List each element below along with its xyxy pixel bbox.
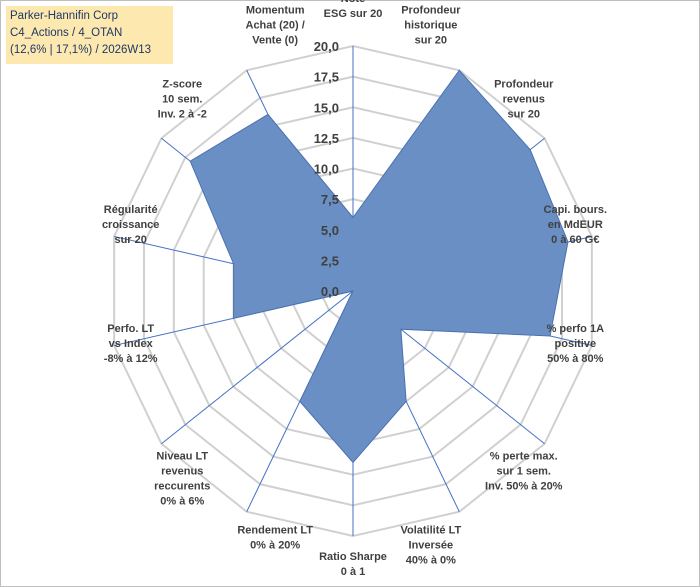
category-label-line: Z-score xyxy=(162,79,202,91)
tick-label: 15,0 xyxy=(314,100,339,115)
category-label-line: sur 20 xyxy=(415,34,447,46)
category-label-line: Vente (0) xyxy=(252,34,298,46)
category-label: Niveau LT revenus reccurents 0% à 6% xyxy=(154,450,210,507)
category-label: Perfo. LT vs Index -8% à 12% xyxy=(104,323,158,365)
radar-tick-labels: 0,0 2,5 5,0 7,5 10,0 12,5 15,0 17,5 20,0 xyxy=(314,39,339,299)
category-label-line: 0 à 60 G€ xyxy=(551,234,599,246)
tick-label: 17,5 xyxy=(314,70,339,85)
category-label: Volatilité LT Inversée 40% à 0% xyxy=(400,525,461,567)
category-label-line: Inv. 2 à -2 xyxy=(158,109,207,121)
category-label: Note ESG sur 20 xyxy=(324,0,383,20)
category-label: Z-score 10 sem. Inv. 2 à -2 xyxy=(158,79,207,121)
company-name: Parker-Hannifin Corp xyxy=(10,10,119,22)
category-label: Ratio Sharpe 0 à 1 xyxy=(319,551,387,578)
category-label-line: Volatilité LT xyxy=(400,525,461,537)
tick-label: 2,5 xyxy=(321,253,339,268)
category-label-line: positive xyxy=(555,338,597,350)
category-label-line: Perfo. LT xyxy=(107,323,154,335)
category-label-line: -8% à 12% xyxy=(104,353,158,365)
category-label-line: sur 20 xyxy=(114,234,146,246)
radar-series xyxy=(189,69,569,464)
category-label-line: 0% à 6% xyxy=(160,495,204,507)
tick-label: 10,0 xyxy=(314,162,339,177)
category-label-line: 0% à 20% xyxy=(250,540,300,552)
tick-label: 7,5 xyxy=(321,192,339,207)
category-label-line: Inv. 50% à 20% xyxy=(485,480,563,492)
category-label-line: 10 sem. xyxy=(162,94,202,106)
category-label-line: croissance xyxy=(102,219,159,231)
tick-label: 0,0 xyxy=(321,284,339,299)
tick-label: 5,0 xyxy=(321,223,339,238)
category-label-line: Capi. bours. xyxy=(544,204,608,216)
category-label-line: reccurents xyxy=(154,480,210,492)
category-label-line: 0 à 1 xyxy=(341,566,365,578)
category-label: Profondeur revenus sur 20 xyxy=(494,79,554,121)
category-label-line: Niveau LT xyxy=(156,450,208,462)
category-label-line: 50% à 80% xyxy=(547,353,603,365)
category-label-line: Achat (20) / xyxy=(246,19,305,31)
category-label-line: historique xyxy=(404,19,457,31)
category-label-line: Profondeur xyxy=(494,79,554,91)
category-label-line: 40% à 0% xyxy=(406,555,456,567)
category-label-line: Ratio Sharpe xyxy=(319,551,387,563)
category-label-line: sur 1 sem. xyxy=(497,465,551,477)
category-label: Régularité croissance sur 20 xyxy=(102,204,159,246)
portfolio-path: C4_Actions / 4_OTAN xyxy=(10,27,123,39)
category-label-line: Note xyxy=(341,0,365,5)
category-label: Profondeur historique sur 20 xyxy=(401,4,461,46)
category-label-line: % perte max. xyxy=(490,450,558,462)
axis-spoke xyxy=(161,290,354,445)
category-label: Capi. bours. en MdEUR 0 à 60 G€ xyxy=(544,204,608,246)
category-label-line: revenus xyxy=(503,94,545,106)
chart-title-box: Parker-Hannifin Corp C4_Actions / 4_OTAN… xyxy=(6,6,173,64)
category-label-line: Rendement LT xyxy=(237,525,313,537)
category-label: Rendement LT 0% à 20% xyxy=(237,525,313,552)
tick-label: 12,5 xyxy=(314,131,339,146)
category-label-line: Régularité xyxy=(104,204,158,216)
radar-category-labels: Note ESG sur 20 Profondeur historique sur 20… xyxy=(102,0,607,578)
tick-label: 20,0 xyxy=(314,39,339,54)
category-label-line: revenus xyxy=(161,465,203,477)
category-label-line: ESG sur 20 xyxy=(324,8,383,20)
category-label: Momentum Achat (20) / Vente (0) xyxy=(246,4,305,46)
category-label-line: Inversée xyxy=(409,540,454,552)
category-label-line: Momentum xyxy=(246,4,305,16)
category-label-line: % perfo 1A xyxy=(547,323,605,335)
category-label-line: vs Index xyxy=(109,338,154,350)
category-label-line: en MdEUR xyxy=(548,219,603,231)
performance-summary: (12,6% | 17,1%) / 2026W13 xyxy=(10,44,152,56)
category-label: % perte max. sur 1 sem. Inv. 50% à 20% xyxy=(485,450,563,492)
category-label-line: sur 20 xyxy=(508,109,540,121)
series-area xyxy=(189,69,569,464)
category-label: % perfo 1A positive 50% à 80% xyxy=(547,323,605,365)
category-label-line: Profondeur xyxy=(401,4,461,16)
